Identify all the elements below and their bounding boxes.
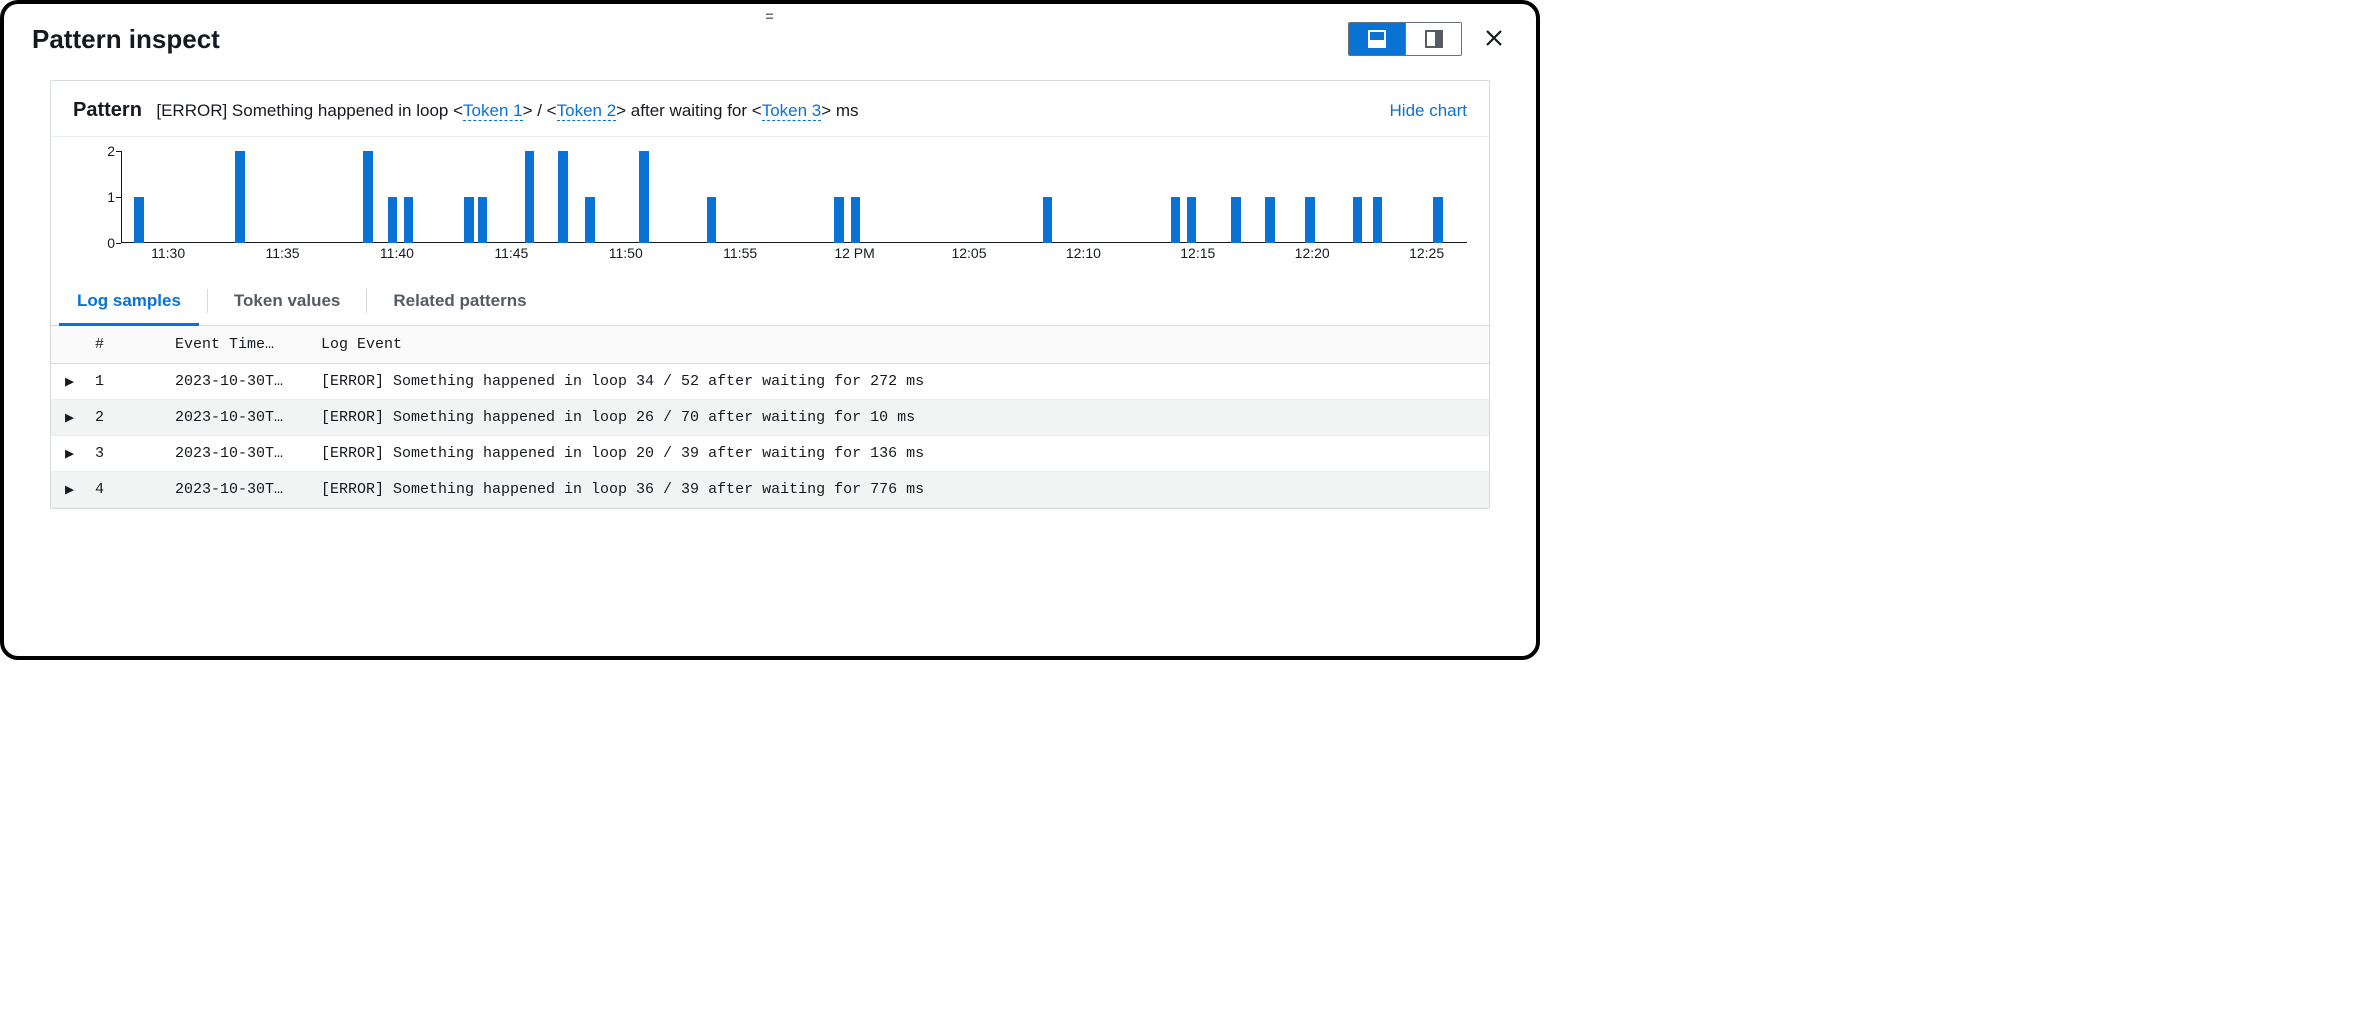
y-axis: 012 bbox=[73, 151, 121, 243]
chart-bar[interactable] bbox=[388, 197, 397, 243]
panel-side-icon bbox=[1425, 30, 1443, 48]
x-tick-label: 12:05 bbox=[951, 245, 986, 261]
chart-bar[interactable] bbox=[1043, 197, 1052, 243]
chart-bar[interactable] bbox=[1171, 197, 1180, 243]
row-time: 2023-10-30T… bbox=[175, 373, 315, 390]
chart-bar[interactable] bbox=[1265, 197, 1274, 243]
pattern-text: [ERROR] Something happened in loop <Toke… bbox=[156, 101, 858, 121]
view-mode-bottom-button[interactable] bbox=[1349, 23, 1405, 55]
x-tick-label: 12:15 bbox=[1180, 245, 1215, 261]
table-body: ▶12023-10-30T…[ERROR] Something happened… bbox=[51, 364, 1489, 508]
tabs: Log samplesToken valuesRelated patterns bbox=[51, 269, 1489, 326]
header-actions bbox=[1348, 22, 1508, 56]
x-tick-label: 11:45 bbox=[494, 245, 528, 261]
row-time: 2023-10-30T… bbox=[175, 409, 315, 426]
x-tick-label: 12:20 bbox=[1295, 245, 1330, 261]
x-tick-label: 11:50 bbox=[609, 245, 643, 261]
chart-bar[interactable] bbox=[134, 197, 143, 243]
pattern-header: Pattern [ERROR] Something happened in lo… bbox=[51, 81, 1489, 136]
chart-bar[interactable] bbox=[585, 197, 594, 243]
table-header: # Event Time… Log Event bbox=[51, 326, 1489, 364]
pattern-panel: Pattern [ERROR] Something happened in lo… bbox=[50, 80, 1490, 509]
row-event: [ERROR] Something happened in loop 20 / … bbox=[315, 445, 1475, 462]
close-icon bbox=[1484, 28, 1504, 48]
token-2-link[interactable]: Token 2 bbox=[557, 101, 617, 121]
y-tick-label: 2 bbox=[107, 143, 115, 159]
row-number: 3 bbox=[95, 445, 175, 462]
chart-bar[interactable] bbox=[464, 197, 473, 243]
chart-bar[interactable] bbox=[1187, 197, 1196, 243]
chart-bar[interactable] bbox=[1373, 197, 1382, 243]
row-time: 2023-10-30T… bbox=[175, 481, 315, 498]
chart-bar[interactable] bbox=[1231, 197, 1240, 243]
chart-bar[interactable] bbox=[525, 151, 534, 243]
table-row[interactable]: ▶32023-10-30T…[ERROR] Something happened… bbox=[51, 436, 1489, 472]
x-tick-label: 11:35 bbox=[266, 245, 300, 261]
x-axis-labels: 11:30 11:35 11:40 11:45 11:50 11:55 12 PM 12:05… bbox=[121, 245, 1467, 265]
x-tick-label: 12 PM bbox=[834, 245, 874, 261]
log-samples-table: # Event Time… Log Event ▶12023-10-30T…[E… bbox=[51, 326, 1489, 508]
row-event: [ERROR] Something happened in loop 26 / … bbox=[315, 409, 1475, 426]
token-3-link[interactable]: Token 3 bbox=[762, 101, 822, 121]
x-tick-label: 12:25 bbox=[1409, 245, 1444, 261]
chart-bar[interactable] bbox=[404, 197, 413, 243]
expand-row-icon[interactable]: ▶ bbox=[65, 480, 95, 499]
chart-bar[interactable] bbox=[363, 151, 372, 243]
histogram-chart: 012 11:3011:3511:4011:4511:5011:5512 PM1… bbox=[51, 136, 1489, 269]
table-row[interactable]: ▶12023-10-30T…[ERROR] Something happened… bbox=[51, 364, 1489, 400]
pattern-title-row: Pattern [ERROR] Something happened in lo… bbox=[73, 99, 859, 122]
row-number: 2 bbox=[95, 409, 175, 426]
row-number: 1 bbox=[95, 373, 175, 390]
view-mode-side-button[interactable] bbox=[1405, 23, 1461, 55]
row-event: [ERROR] Something happened in loop 36 / … bbox=[315, 481, 1475, 498]
chart-bar[interactable] bbox=[851, 197, 860, 243]
table-row[interactable]: ▶22023-10-30T…[ERROR] Something happened… bbox=[51, 400, 1489, 436]
drag-handle-icon[interactable]: = bbox=[765, 8, 774, 24]
close-button[interactable] bbox=[1480, 24, 1508, 55]
x-tick-label: 12:10 bbox=[1066, 245, 1101, 261]
chart-bar[interactable] bbox=[1305, 197, 1314, 243]
expand-row-icon[interactable]: ▶ bbox=[65, 444, 95, 463]
tab-token-values[interactable]: Token values bbox=[208, 279, 366, 325]
chart-bar[interactable] bbox=[639, 151, 648, 243]
chart-bar[interactable] bbox=[558, 151, 567, 243]
table-row[interactable]: ▶42023-10-30T…[ERROR] Something happened… bbox=[51, 472, 1489, 508]
chart-bar[interactable] bbox=[834, 197, 843, 243]
pattern-inspect-panel: = Pattern inspect bbox=[0, 0, 1540, 660]
y-tick-label: 0 bbox=[107, 235, 115, 251]
chart-bar[interactable] bbox=[1353, 197, 1362, 243]
chart-bar[interactable] bbox=[235, 151, 244, 243]
token-1-link[interactable]: Token 1 bbox=[463, 101, 523, 121]
chart-bar[interactable] bbox=[478, 197, 487, 243]
x-tick-label: 11:55 bbox=[723, 245, 757, 261]
pattern-label: Pattern bbox=[73, 99, 142, 121]
page-title: Pattern inspect bbox=[32, 24, 220, 55]
col-header-event: Log Event bbox=[315, 336, 1475, 353]
tab-related-patterns[interactable]: Related patterns bbox=[367, 279, 552, 325]
tab-log-samples[interactable]: Log samples bbox=[51, 279, 207, 325]
expand-row-icon[interactable]: ▶ bbox=[65, 372, 95, 391]
y-tick-label: 1 bbox=[107, 189, 115, 205]
x-tick-label: 11:30 bbox=[151, 245, 185, 261]
row-time: 2023-10-30T… bbox=[175, 445, 315, 462]
expand-row-icon[interactable]: ▶ bbox=[65, 408, 95, 427]
row-event: [ERROR] Something happened in loop 34 / … bbox=[315, 373, 1475, 390]
chart-bar[interactable] bbox=[1433, 197, 1442, 243]
chart-bars bbox=[121, 151, 1467, 243]
col-header-num: # bbox=[95, 336, 175, 353]
row-number: 4 bbox=[95, 481, 175, 498]
panel-bottom-icon bbox=[1368, 30, 1386, 48]
hide-chart-button[interactable]: Hide chart bbox=[1390, 101, 1467, 121]
view-mode-toggle bbox=[1348, 22, 1462, 56]
chart-bar[interactable] bbox=[707, 197, 716, 243]
col-header-time: Event Time… bbox=[175, 336, 315, 353]
x-tick-label: 11:40 bbox=[380, 245, 414, 261]
